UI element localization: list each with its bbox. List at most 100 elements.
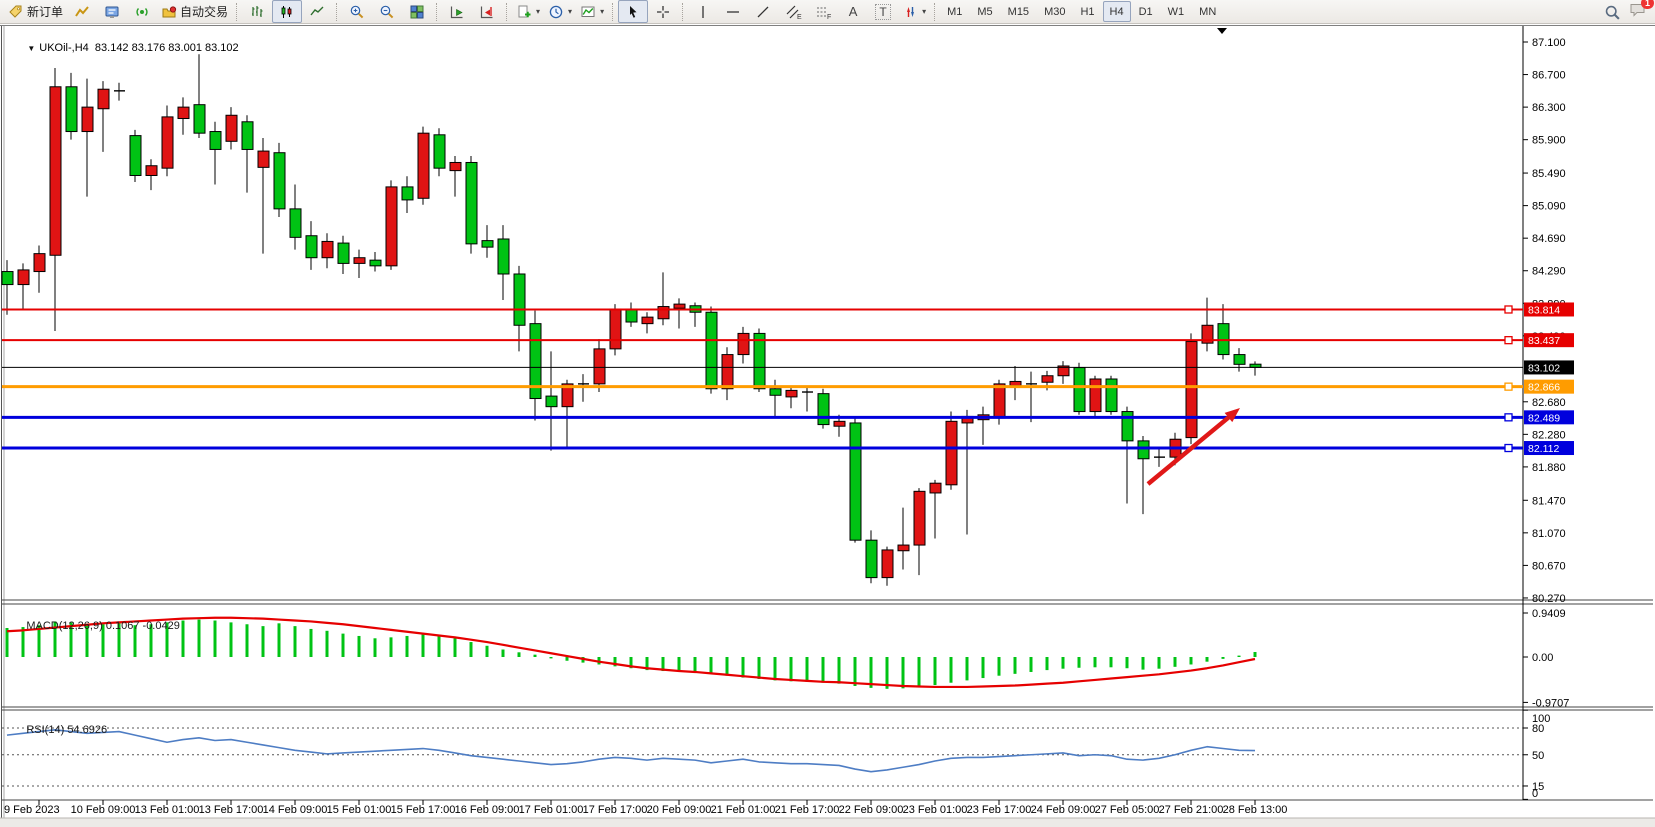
timeframe-MN[interactable]: MN (1199, 5, 1217, 18)
candle-body (1089, 378, 1102, 413)
chart-shift-button[interactable] (472, 0, 502, 23)
macd-histogram-bar (1141, 657, 1145, 670)
timeframe-M15[interactable]: M15 (1007, 5, 1030, 18)
candle-body (929, 482, 942, 494)
time-axis-label: 9 Feb 2023 (4, 804, 60, 816)
search-icon[interactable] (1604, 4, 1621, 21)
auto-scroll-button[interactable] (442, 0, 472, 23)
trendline-tool-button[interactable] (748, 0, 778, 23)
candle-body (993, 383, 1006, 419)
candlestick-chart-button[interactable] (272, 0, 303, 23)
candle-body (33, 253, 46, 273)
timeframe-M5[interactable]: M5 (977, 5, 993, 18)
vertical-line-tool-button[interactable] (688, 0, 718, 23)
line-chart-icon (310, 6, 324, 15)
candle-body (945, 420, 958, 486)
level-handle[interactable] (1504, 413, 1513, 422)
macd-histogram-bar (821, 657, 825, 683)
level-handle[interactable] (1504, 443, 1513, 453)
period-button[interactable]: ▾ (544, 0, 576, 23)
signals-icon (136, 7, 148, 16)
text-tool-button[interactable]: A (838, 0, 868, 23)
toolbar-separator (682, 2, 684, 21)
svg-text:F: F (827, 14, 831, 20)
macd-histogram-bar (805, 657, 809, 682)
macd-histogram-bar (277, 623, 281, 657)
macd-histogram-bar (261, 626, 265, 657)
time-axis-label: 15 Feb 01:00 (327, 804, 392, 816)
macd-histogram-bar (837, 657, 841, 684)
label-tool-button[interactable]: T (868, 0, 898, 23)
toolbar-separator (236, 2, 238, 21)
one-click-trading-toggle-icon[interactable]: ▼ (27, 44, 36, 53)
candle-body (641, 316, 654, 325)
macd-histogram-bar (1173, 657, 1177, 667)
crosshair-tool-button[interactable] (648, 0, 678, 23)
candle-body (849, 422, 862, 541)
timeframe-H4[interactable]: H4 (1102, 1, 1131, 22)
price-tick-label: 85.090 (1532, 201, 1566, 213)
trend-arrow-head[interactable] (1224, 408, 1240, 423)
candle-body (81, 106, 94, 133)
chart-canvas[interactable]: 87.100 86.700 86.300 85.900 85.490 85.090 84.6… (0, 24, 1655, 827)
cursor-tool-button[interactable] (618, 0, 649, 23)
level-handle[interactable] (1504, 305, 1513, 314)
macd-histogram-bar (677, 657, 681, 672)
macd-name: MACD(12,26,9) (26, 620, 103, 632)
time-axis-label: 20 Feb 09:00 (647, 804, 712, 816)
macd-histogram-bar (229, 622, 233, 657)
candle-body (161, 116, 174, 169)
tile-windows-button[interactable] (402, 0, 432, 23)
time-axis-label: 23 Feb 01:00 (903, 804, 968, 816)
candle-body (1041, 375, 1054, 383)
trend-arrow-annotation[interactable] (1146, 415, 1230, 486)
zoom-out-button[interactable] (372, 0, 402, 23)
time-axis-label: 22 Feb 09:00 (839, 804, 904, 816)
timeframe-H1[interactable]: H1 (1080, 5, 1095, 18)
notifications-button[interactable]: 1 (1629, 0, 1654, 23)
bar-chart-button[interactable] (242, 0, 272, 23)
candle-body (401, 186, 414, 201)
line-chart-button[interactable] (302, 0, 332, 23)
time-axis-label: 17 Feb 01:00 (519, 804, 584, 816)
signals-button[interactable] (127, 0, 157, 23)
price-tag-label: 83.814 (1528, 304, 1560, 316)
autotrading-button[interactable]: 自动交易 (157, 0, 232, 23)
candle-body (897, 544, 910, 552)
new-chart-button[interactable]: ▾ (512, 0, 544, 23)
candle-body (753, 332, 766, 390)
new-order-button[interactable]: 新订单 (4, 0, 67, 23)
macd-histogram-bar (293, 626, 297, 657)
macd-histogram-bar (165, 622, 169, 657)
price-tick-label: 80.670 (1532, 560, 1566, 572)
timeframe-W1[interactable]: W1 (1167, 5, 1185, 18)
dropdown-caret-icon: ▾ (600, 7, 605, 16)
macd-values: 0.1067 -0.0429 (105, 620, 180, 632)
level-handle[interactable] (1504, 382, 1513, 391)
status-strip (0, 818, 1655, 827)
indicators-button[interactable]: ▾ (576, 0, 608, 23)
macd-histogram-bar (853, 657, 857, 686)
macd-histogram-bar (501, 649, 505, 657)
macd-axis-label: 0.00 (1532, 652, 1553, 664)
level-handle[interactable] (1504, 336, 1513, 345)
arrows-tool-button[interactable]: ▾ (898, 0, 930, 23)
toolbar-separator (336, 2, 338, 21)
zoom-in-button[interactable] (342, 0, 372, 23)
channel-tool-button[interactable]: E (778, 0, 808, 23)
profiles-button[interactable] (67, 0, 97, 23)
timeframe-M1[interactable]: M1 (947, 5, 963, 18)
candle-body (257, 150, 270, 168)
candle-body (721, 354, 734, 390)
chart-shift-marker[interactable] (1217, 28, 1227, 34)
time-axis-label: 28 Feb 13:00 (1223, 804, 1288, 816)
time-axis-label: 15 Feb 17:00 (391, 804, 456, 816)
horizontal-line-tool-button[interactable] (718, 0, 748, 23)
notification-badge: 1 (1640, 0, 1654, 9)
metaeditor-button[interactable] (97, 0, 127, 23)
time-axis-label: 13 Feb 01:00 (135, 804, 200, 816)
price-tag-label: 82.489 (1528, 412, 1560, 424)
timeframe-M30[interactable]: M30 (1044, 5, 1066, 18)
fibonacci-tool-button[interactable]: F (808, 0, 838, 23)
timeframe-D1[interactable]: D1 (1138, 5, 1153, 18)
